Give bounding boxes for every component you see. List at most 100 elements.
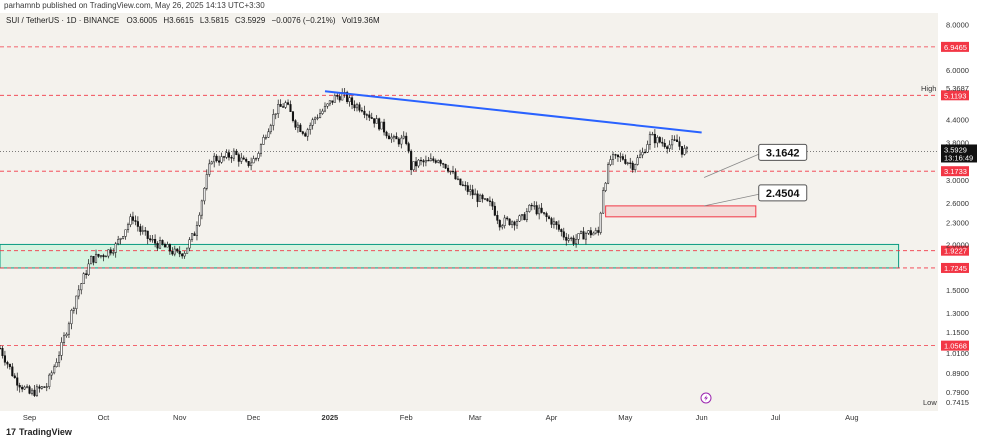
candle-body [99,255,102,257]
candle-body [616,154,619,158]
candle-body [274,113,277,115]
x-tick-label: 2025 [322,413,339,422]
candle-body [579,231,583,234]
candle-body [254,158,258,160]
candle-body [407,143,410,152]
level-tag-label: 3.1733 [944,167,967,176]
candle-body [451,170,455,173]
candle-body [643,151,647,154]
candle-body [474,193,477,196]
candle-body [181,253,184,257]
callout-box[interactable] [758,143,808,161]
candle-body [387,135,391,140]
trendline[interactable] [324,90,702,134]
close-value: 3.5929 [241,16,266,25]
candle-body [200,200,203,216]
lightning-icon[interactable] [700,392,712,404]
candle-body [21,386,24,390]
candle-body [129,216,132,226]
candle-body [353,104,356,109]
x-tick-label: Dec [247,413,261,422]
candle-body [43,386,46,388]
candle-body [18,385,21,388]
candle-body [306,129,309,137]
candle-body [289,104,292,112]
candle-body [506,217,509,220]
candle-body [316,117,319,119]
candle-body [188,239,191,249]
candle-body [232,150,235,159]
open-value: 3.6005 [133,16,158,25]
x-tick-label: Nov [173,413,187,422]
candle-body [28,386,31,394]
level-tag-label: 1.0568 [944,342,967,351]
y-tick-label: 8.0000 [946,20,969,29]
candle-body [151,238,154,241]
candle-body [264,137,267,139]
x-tick-label: Sep [23,413,36,422]
level-tag-label: 6.9465 [944,43,967,52]
candle-body [626,162,629,164]
y-tick-label: 2.0000 [946,240,969,249]
candle-body [58,355,61,363]
candle-body [6,362,9,365]
candle-body [392,136,395,138]
publish-info: parhamnb published on TradingView.com, M… [4,1,265,10]
candle-body [454,171,457,180]
level-tag [941,262,969,273]
candle-body [437,160,440,163]
candlestick-chart[interactable]: 3.1642 2.4504 6.9465 5.1193 3.1733 1.9227 1.7… [0,13,984,424]
callout-box[interactable] [758,184,808,202]
candle-body [597,230,600,233]
candle-body [168,244,171,252]
tradingview-logo[interactable]: 17 TradingView [6,427,72,437]
countdown-label: 13:16:49 [944,153,973,162]
candle-body [370,117,373,119]
candle-body [267,131,270,138]
candle-body [523,214,526,221]
candle-body [419,159,423,162]
candle-body [242,157,245,160]
high-value: 3.6615 [169,16,194,25]
candle-body [447,167,450,172]
candle-body [299,124,302,132]
candle-body [400,137,403,145]
candle-body [518,215,521,222]
y-tick-label: 2.3000 [946,218,969,227]
level-tag [941,245,969,256]
candle-body [97,253,100,257]
candle-body [346,92,349,102]
candle-body [60,342,63,356]
candle-body [491,201,494,207]
candle-body [82,273,85,284]
candle-body [348,97,351,102]
candle-body [237,154,240,162]
low-label: L [200,16,205,25]
candle-body [355,104,359,109]
support-zone[interactable] [0,243,900,269]
candle-body [230,157,233,159]
candle-body [651,133,654,136]
candle-body [33,389,36,396]
candle-body [594,230,597,234]
current-price-tag [941,144,977,163]
candle-body [198,214,201,226]
candle-body [215,155,218,162]
candle-body [641,151,644,156]
candle-body [119,238,122,240]
candle-body [545,213,548,218]
target-box[interactable] [605,205,757,218]
candle-body [291,111,295,121]
candle-body [577,233,580,240]
candle-body [380,121,383,130]
candle-body [444,163,447,169]
candle-body [114,243,117,253]
candle-body [565,236,568,241]
candle-body [139,226,142,232]
y-tick-label: 6.0000 [946,66,969,75]
candle-body [592,232,595,236]
candle-body [87,263,90,275]
candle-body [584,232,587,240]
candle-body [161,240,164,245]
candle-body [383,121,386,133]
